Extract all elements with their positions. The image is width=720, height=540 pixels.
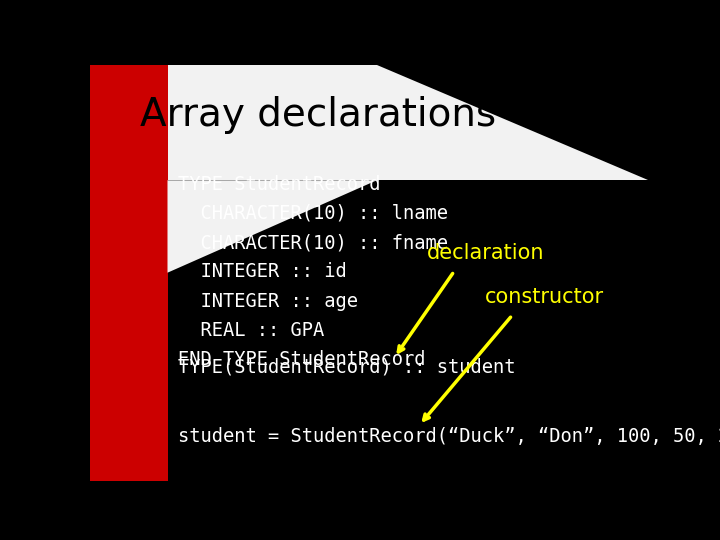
Polygon shape — [377, 65, 648, 180]
Text: END TYPE StudentRecord: END TYPE StudentRecord — [178, 350, 425, 369]
Text: TYPE StudentRecord: TYPE StudentRecord — [178, 174, 380, 194]
Text: constructor: constructor — [485, 287, 604, 307]
Polygon shape — [90, 65, 648, 180]
Text: Array declarations: Array declarations — [140, 96, 497, 134]
Polygon shape — [90, 65, 168, 481]
Text: INTEGER :: id: INTEGER :: id — [178, 262, 346, 281]
Text: INTEGER :: age: INTEGER :: age — [178, 292, 358, 310]
Text: student = StudentRecord(“Duck”, “Don”, 100, 50, 2.00): student = StudentRecord(“Duck”, “Don”, 1… — [178, 427, 720, 446]
Polygon shape — [168, 180, 377, 273]
Text: REAL :: GPA: REAL :: GPA — [178, 321, 324, 340]
Text: CHARACTER(10) :: lname: CHARACTER(10) :: lname — [178, 204, 448, 223]
Text: declaration: declaration — [427, 244, 544, 264]
Text: CHARACTER(10) :: fname: CHARACTER(10) :: fname — [178, 233, 448, 252]
Text: TYPE(StudentRecord) :: student: TYPE(StudentRecord) :: student — [178, 357, 515, 376]
